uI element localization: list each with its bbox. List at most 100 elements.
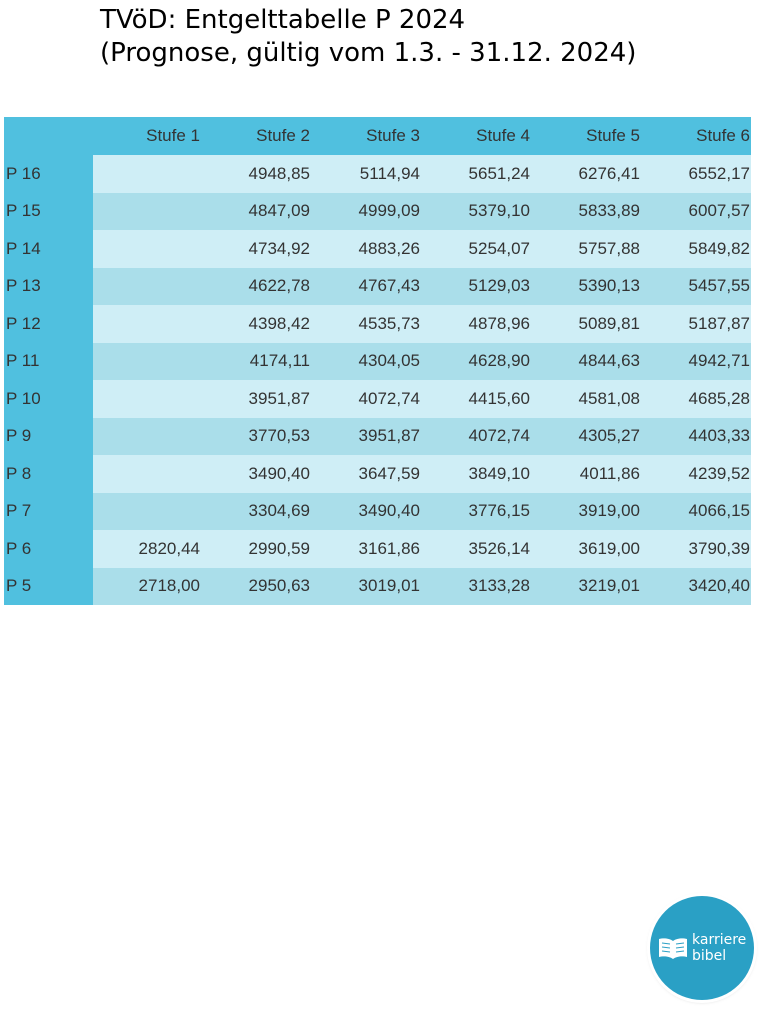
table-cell: [93, 305, 201, 343]
table-cell: 3619,00: [531, 530, 641, 568]
table-cell: [93, 492, 201, 530]
table-cell: 5390,13: [531, 267, 641, 305]
table-cell: [93, 342, 201, 380]
table-row: P 15 4847,09 4999,09 5379,10 5833,89 6007,57: [4, 192, 751, 230]
table-cell: 4847,09: [201, 192, 311, 230]
table-row: P 14 4734,92 4883,26 5254,07 5757,88 5849,82: [4, 230, 751, 268]
table-cell: 2820,44: [93, 530, 201, 568]
table-cell: 3304,69: [201, 492, 311, 530]
table-cell: [93, 267, 201, 305]
table-cell: 4174,11: [201, 342, 311, 380]
header-stufe-4: Stufe 4: [421, 117, 531, 155]
header-stufe-1: Stufe 1: [93, 117, 201, 155]
header-stufe-3: Stufe 3: [311, 117, 421, 155]
table-cell: 3790,39: [641, 530, 751, 568]
table-cell: 6007,57: [641, 192, 751, 230]
table-cell: 3770,53: [201, 417, 311, 455]
row-label: P 7: [4, 492, 93, 530]
table-cell: 4304,05: [311, 342, 421, 380]
table-cell: 2950,63: [201, 567, 311, 605]
table-cell: 5757,88: [531, 230, 641, 268]
table-cell: 2990,59: [201, 530, 311, 568]
table-cell: [93, 155, 201, 193]
table-cell: [93, 230, 201, 268]
table-cell: 2718,00: [93, 567, 201, 605]
table-row: P 11 4174,11 4304,05 4628,90 4844,63 4942,71: [4, 342, 751, 380]
row-label: P 5: [4, 567, 93, 605]
table-cell: 5129,03: [421, 267, 531, 305]
table-cell: 4239,52: [641, 455, 751, 493]
table-cell: 4685,28: [641, 380, 751, 418]
row-label: P 6: [4, 530, 93, 568]
table-cell: 5254,07: [421, 230, 531, 268]
row-label: P 9: [4, 417, 93, 455]
table-cell: 3776,15: [421, 492, 531, 530]
table-cell: 5833,89: [531, 192, 641, 230]
table-row: P 13 4622,78 4767,43 5129,03 5390,13 5457,55: [4, 267, 751, 305]
table-cell: 4066,15: [641, 492, 751, 530]
table-row: P 7 3304,69 3490,40 3776,15 3919,00 4066,15: [4, 492, 751, 530]
table-cell: 5187,87: [641, 305, 751, 343]
table-cell: 4535,73: [311, 305, 421, 343]
table-cell: 4883,26: [311, 230, 421, 268]
table-cell: 3219,01: [531, 567, 641, 605]
table-cell: 3133,28: [421, 567, 531, 605]
row-label: P 14: [4, 230, 93, 268]
header-corner-cell: [4, 117, 93, 155]
table-cell: 3420,40: [641, 567, 751, 605]
table-cell: 3490,40: [311, 492, 421, 530]
table-cell: 3951,87: [311, 417, 421, 455]
table-cell: 3919,00: [531, 492, 641, 530]
table-cell: 5114,94: [311, 155, 421, 193]
table-cell: [93, 380, 201, 418]
row-label: P 15: [4, 192, 93, 230]
table-cell: 4767,43: [311, 267, 421, 305]
table-row: P 6 2820,44 2990,59 3161,86 3526,14 3619,00 37…: [4, 530, 751, 568]
title-line-2: (Prognose, gültig vom 1.3. - 31.12. 2024…: [100, 38, 637, 68]
table-cell: 4878,96: [421, 305, 531, 343]
page-title: TVöD: Entgelttabelle P 2024 (Prognose, g…: [100, 4, 636, 70]
table-cell: 4415,60: [421, 380, 531, 418]
table-cell: 3647,59: [311, 455, 421, 493]
table-cell: 4844,63: [531, 342, 641, 380]
table-row: P 5 2718,00 2950,63 3019,01 3133,28 3219,01 34…: [4, 567, 751, 605]
header-stufe-5: Stufe 5: [531, 117, 641, 155]
karrierebibel-logo: karriere bibel: [650, 896, 754, 1000]
table-cell: 4942,71: [641, 342, 751, 380]
table-cell: 5089,81: [531, 305, 641, 343]
table-cell: 4948,85: [201, 155, 311, 193]
table-cell: 4398,42: [201, 305, 311, 343]
table-header-row: Stufe 1 Stufe 2 Stufe 3 Stufe 4 Stufe 5 …: [4, 117, 751, 155]
table-row: P 16 4948,85 5114,94 5651,24 6276,41 6552,17: [4, 155, 751, 193]
table-cell: [93, 455, 201, 493]
table-cell: [93, 417, 201, 455]
table-cell: 4011,86: [531, 455, 641, 493]
table-cell: 5651,24: [421, 155, 531, 193]
table-cell: [93, 192, 201, 230]
logo-text-line-2: bibel: [692, 948, 727, 964]
table-cell: 3951,87: [201, 380, 311, 418]
table-cell: 5849,82: [641, 230, 751, 268]
header-stufe-6: Stufe 6: [641, 117, 751, 155]
table-cell: 4622,78: [201, 267, 311, 305]
row-label: P 8: [4, 455, 93, 493]
table-cell: 4734,92: [201, 230, 311, 268]
row-label: P 12: [4, 305, 93, 343]
table-row: P 9 3770,53 3951,87 4072,74 4305,27 4403,33: [4, 417, 751, 455]
table-cell: 4628,90: [421, 342, 531, 380]
table-cell: 5379,10: [421, 192, 531, 230]
table-cell: 3526,14: [421, 530, 531, 568]
table-row: P 12 4398,42 4535,73 4878,96 5089,81 5187,87: [4, 305, 751, 343]
salary-table: Stufe 1 Stufe 2 Stufe 3 Stufe 4 Stufe 5 …: [4, 117, 751, 605]
table-cell: 3019,01: [311, 567, 421, 605]
table-cell: 6276,41: [531, 155, 641, 193]
row-label: P 10: [4, 380, 93, 418]
table-cell: 4072,74: [311, 380, 421, 418]
table-cell: 6552,17: [641, 155, 751, 193]
row-label: P 11: [4, 342, 93, 380]
table-cell: 4999,09: [311, 192, 421, 230]
table-cell: 4072,74: [421, 417, 531, 455]
table-row: P 10 3951,87 4072,74 4415,60 4581,08 4685,28: [4, 380, 751, 418]
row-label: P 13: [4, 267, 93, 305]
table-cell: 3849,10: [421, 455, 531, 493]
